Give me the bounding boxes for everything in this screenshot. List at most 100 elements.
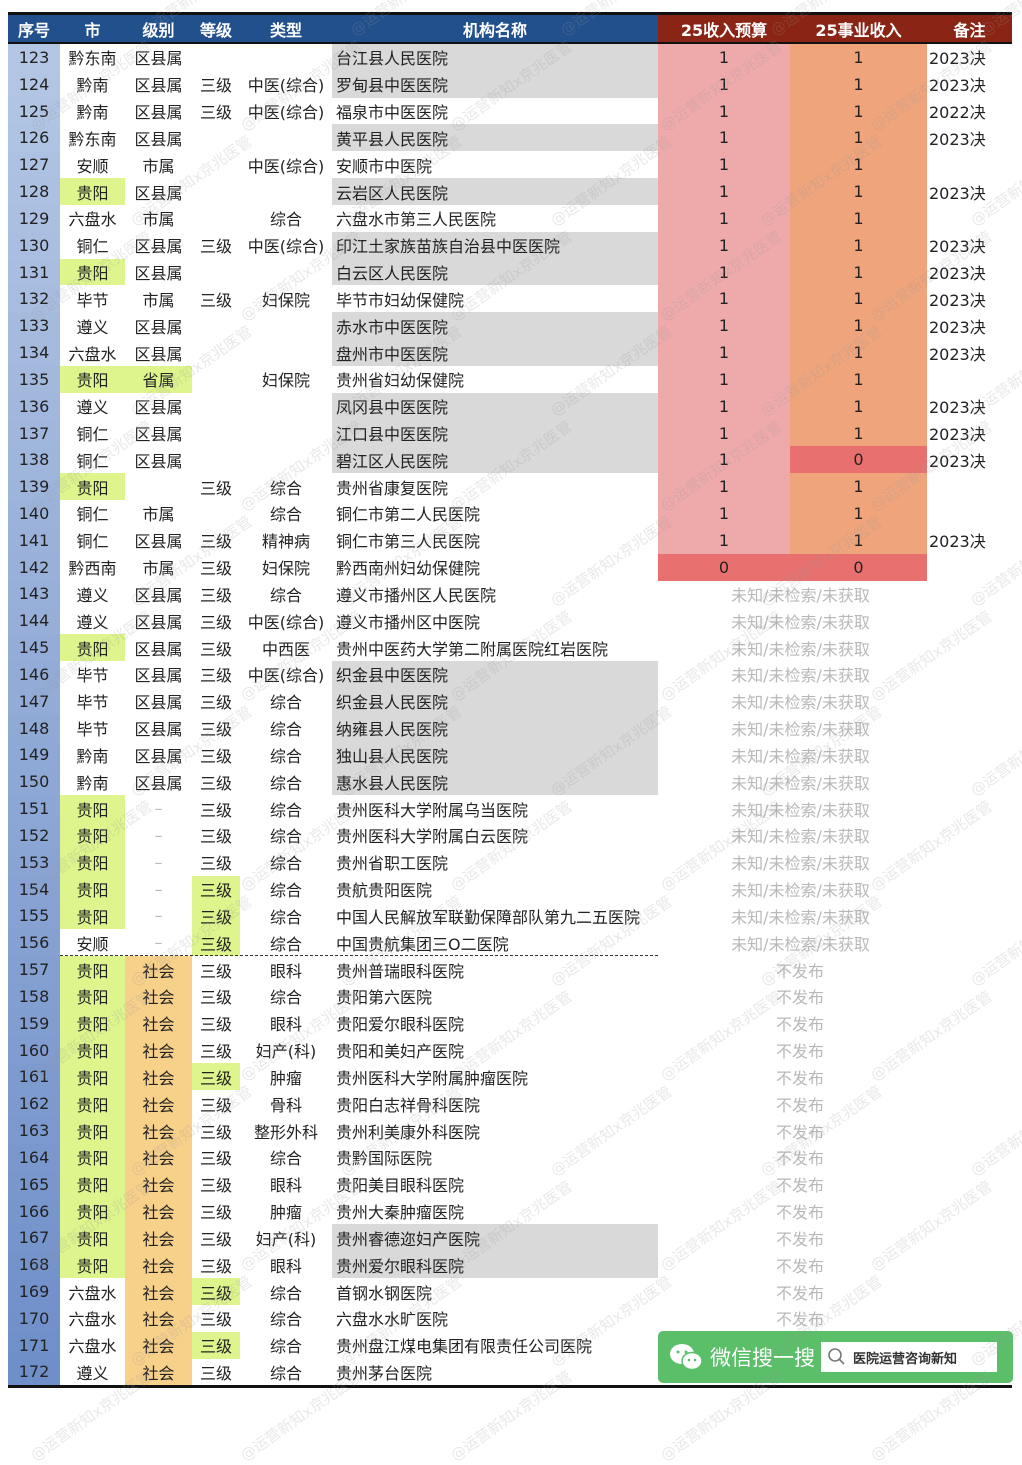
cell-level: 社会	[125, 982, 192, 1010]
cell-level: 区县属	[134, 129, 183, 149]
cell-level: 区县属	[134, 76, 183, 96]
wechat-search-box[interactable]: 医院运营咨询新知	[821, 1342, 997, 1372]
cell-type: 中医(综合)	[247, 666, 325, 686]
cell-name: 贵州省妇幼保健院	[336, 371, 465, 391]
cell-seq: 138	[8, 446, 60, 474]
cell-income: 1	[790, 204, 927, 232]
cell-type: 综合	[269, 907, 302, 927]
cell-seq: 124	[8, 70, 60, 98]
cell-note: 2023决	[929, 425, 986, 444]
cell-level: 区县属	[134, 425, 183, 444]
table-row: 171 六盘水 社会 三级 综合 贵州盘江煤电集团有限责任公司医院	[8, 1331, 1012, 1359]
cell-note	[927, 554, 1012, 581]
cell-seq: 125	[8, 97, 60, 125]
cell-level: 社会	[125, 1063, 192, 1091]
cell-seq: 142	[8, 553, 60, 581]
cell-name: 织金县人民医院	[332, 687, 658, 715]
cell-name: 毕节市妇幼保健院	[336, 290, 465, 310]
cell-grade	[192, 151, 240, 178]
cell-city: 铜仁	[76, 505, 109, 525]
status-text: 未知/未检索/未获取	[731, 666, 870, 686]
cell-city: 六盘水	[68, 1337, 117, 1357]
cell-level: 区县属	[134, 317, 183, 337]
cell-grade	[192, 393, 240, 420]
cell-city: 六盘水	[68, 344, 117, 364]
cell-name: 黄平县人民医院	[332, 124, 658, 152]
cell-grade: 三级	[199, 988, 232, 1008]
cell-level: 社会	[125, 1331, 192, 1359]
cell-type: 综合	[269, 800, 302, 820]
cell-budget: 1	[658, 365, 790, 393]
cell-name: 黔西南州妇幼保健院	[336, 559, 481, 579]
cell-budget: 1	[658, 178, 790, 205]
table-row: 162 贵阳 社会 三级 骨科 贵阳白志祥骨科医院 不发布	[8, 1090, 1012, 1118]
cell-level: 区县属	[134, 720, 183, 740]
cell-name: 贵州医科大学附属乌当医院	[336, 800, 529, 820]
cell-name: 中国贵航集团三O二医院	[336, 934, 509, 954]
cell-budget: 1	[658, 124, 790, 152]
cell-seq: 140	[8, 500, 60, 527]
cell-seq: 165	[8, 1170, 60, 1198]
cell-name: 贵阳第六医院	[336, 988, 433, 1008]
cell-name: 江口县中医医院	[332, 419, 658, 447]
cell-note	[927, 849, 1012, 876]
cell-grade: 三级	[192, 1063, 240, 1091]
table-row: 156 安顺 – 三级 综合 中国贵航集团三O二医院 未知/未检索/未获取	[8, 929, 1012, 957]
cell-grade: 三级	[199, 76, 232, 96]
cell-name: 纳雍县人民医院	[332, 714, 658, 742]
cell-name: 贵州省职工医院	[336, 854, 449, 874]
cell-budget: 1	[658, 473, 790, 501]
cell-budget: 0	[658, 553, 790, 581]
wechat-search-banner[interactable]: 微信搜一搜 医院运营咨询新知	[658, 1331, 1013, 1383]
cell-level: 社会	[125, 1170, 192, 1198]
cell-type: 综合	[269, 1363, 302, 1383]
cell-seq: 152	[8, 822, 60, 849]
cell-note	[927, 876, 1012, 903]
cell-seq: 133	[8, 312, 60, 340]
cell-city: 遵义	[76, 1363, 109, 1383]
cell-grade: 三级	[199, 237, 232, 257]
cell-city: 毕节	[76, 693, 109, 713]
cell-name: 贵州中医药大学第二附属医院红岩医院	[336, 639, 609, 659]
cell-city: 黔南	[76, 103, 109, 123]
cell-city: 贵阳	[60, 258, 125, 286]
cell-type	[240, 339, 332, 366]
cell-type: 整形外科	[253, 1122, 318, 1142]
cell-seq: 157	[8, 956, 60, 983]
cell-note	[927, 742, 1012, 769]
cell-grade: 三级	[199, 1310, 232, 1330]
cell-name: 贵阳白志祥骨科医院	[336, 1095, 481, 1115]
table-row: 134 六盘水 区县属 盘州市中医医院 1 1 2023决	[8, 339, 1012, 366]
cell-city: 铜仁	[76, 532, 109, 552]
cell-type	[240, 393, 332, 420]
cell-name: 铜仁市第二人民医院	[336, 505, 481, 525]
cell-type: 综合	[269, 854, 302, 874]
table-row: 153 贵阳 – 三级 综合 贵州省职工医院 未知/未检索/未获取	[8, 848, 1012, 876]
cell-seq: 130	[8, 231, 60, 259]
status-text: 未知/未检索/未获取	[731, 612, 870, 632]
status-text: 不发布	[776, 1203, 825, 1223]
status-text: 未知/未检索/未获取	[731, 934, 870, 954]
cell-level: 市属	[142, 559, 175, 579]
cell-level: 区县属	[134, 398, 183, 418]
table-row: 124 黔南 区县属 三级 中医(综合) 罗甸县中医医院 1 1 2023决	[8, 70, 1012, 98]
table-row: 145 贵阳 区县属 三级 中西医 贵州中医药大学第二附属医院红岩医院 未知/未检索/未获取	[8, 634, 1012, 662]
status-text: 未知/未检索/未获取	[731, 907, 870, 927]
cell-note: 2023决	[929, 344, 986, 364]
table-row: 158 贵阳 社会 三级 综合 贵阳第六医院 不发布	[8, 982, 1012, 1010]
cell-name: 贵州省康复医院	[336, 478, 449, 498]
cell-note: 2023决	[929, 76, 986, 96]
cell-city: 贵阳	[60, 634, 125, 662]
cell-type: 骨科	[269, 1095, 302, 1115]
status-text: 未知/未检索/未获取	[731, 746, 870, 766]
cell-name: 贵州普瑞眼科医院	[336, 961, 465, 981]
cell-type: 综合	[269, 210, 302, 230]
cell-type: 妇保院	[261, 559, 310, 579]
cell-city: 黔西南	[68, 559, 117, 579]
cell-type: 综合	[269, 1149, 302, 1169]
cell-income: 1	[790, 178, 927, 205]
status-text: 未知/未检索/未获取	[731, 881, 870, 901]
cell-note: 2023决	[929, 183, 986, 203]
header-type: 类型	[240, 15, 332, 42]
table-row: 123 黔东南 区县属 台江县人民医院 1 1 2023决	[8, 44, 1012, 71]
